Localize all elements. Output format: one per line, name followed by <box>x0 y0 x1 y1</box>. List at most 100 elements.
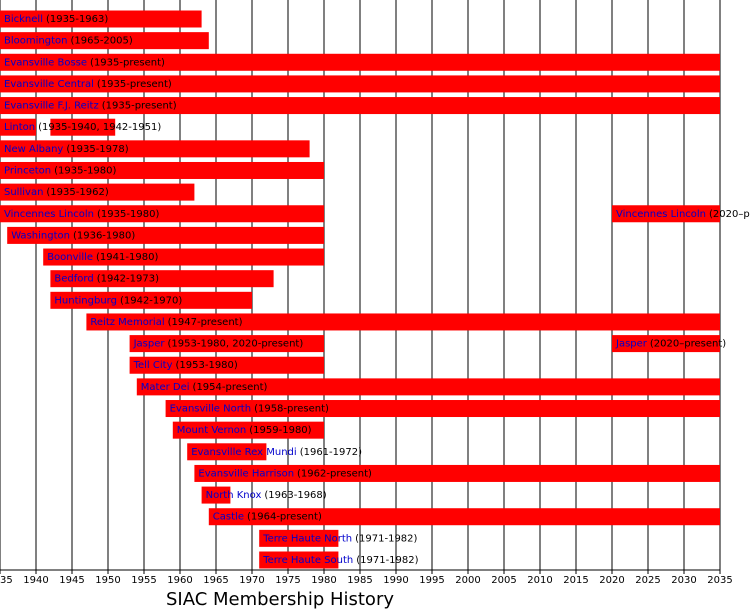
membership-bar <box>259 551 339 569</box>
bar-label: Tell City (1953-1980) <box>133 360 238 371</box>
school-name: Jasper <box>133 339 166 350</box>
membership-bar <box>208 508 721 526</box>
membership-years: (1935-1978) <box>66 144 128 155</box>
x-tick-label: 1955 <box>131 575 156 586</box>
school-name: Bicknell <box>4 14 43 25</box>
membership-years: (1965-2005) <box>70 36 132 47</box>
school-name: Evansville Bosse <box>4 57 87 68</box>
school-name: Evansville Harrison <box>198 468 294 479</box>
x-tick-label: 1990 <box>383 575 408 586</box>
school-name: Castle <box>213 512 244 523</box>
membership-years: (1947-present) <box>168 317 243 328</box>
x-tick-label: 2005 <box>491 575 516 586</box>
school-name: Mount Vernon <box>177 425 246 436</box>
membership-years: (1971-1982) <box>356 555 418 566</box>
membership-bar <box>0 140 310 158</box>
bar-label: Huntingburg (1942-1970) <box>54 295 182 306</box>
membership-years: (1958-present) <box>254 404 329 415</box>
bar-label: Jasper (2020–present) <box>615 339 726 350</box>
membership-bar <box>136 378 721 396</box>
school-name: Terre Haute North <box>262 533 352 544</box>
membership-bar <box>129 335 324 353</box>
school-name: Linton <box>4 122 35 133</box>
school-name: Washington <box>11 230 70 241</box>
school-name: Jasper <box>615 339 648 350</box>
membership-years: (1963-1968) <box>264 490 326 501</box>
school-name: Vincennes Lincoln <box>4 209 94 220</box>
membership-years: (1953-1980) <box>176 360 238 371</box>
school-name: Terre Haute South <box>262 555 353 566</box>
membership-bar <box>259 529 339 547</box>
x-tick-label: 1995 <box>419 575 444 586</box>
membership-bar <box>0 97 720 115</box>
bar-label: Bicknell (1935-1963) <box>4 14 108 25</box>
membership-bar <box>129 356 324 374</box>
x-tick-label: 1975 <box>275 575 300 586</box>
x-tick-label: 1935 <box>0 575 13 586</box>
school-name: Reitz Memorial <box>90 317 164 328</box>
membership-years: (1935-1963) <box>46 14 108 25</box>
membership-years: (1959-1980) <box>249 425 311 436</box>
membership-bar <box>0 161 324 179</box>
bar-label: Linton (1935-1940, 1942-1951) <box>4 122 161 133</box>
bar-label: Jasper (1953-1980, 2020-present) <box>133 339 304 350</box>
membership-bar <box>612 335 720 353</box>
bar-label: Evansville Central (1935-present) <box>4 79 172 90</box>
x-tick-label: 2035 <box>707 575 732 586</box>
bar-label: Evansville F.J. Reitz (1935-present) <box>4 101 177 112</box>
membership-bar <box>50 291 253 309</box>
bar-label: Castle (1964-present) <box>213 512 322 523</box>
school-name: Princeton <box>4 165 51 176</box>
school-name: Bloomington <box>4 36 67 47</box>
membership-bar <box>172 421 324 439</box>
membership-years: (1962-present) <box>297 468 372 479</box>
membership-bar <box>0 205 324 223</box>
school-name: Huntingburg <box>54 295 117 306</box>
x-tick-label: 1940 <box>23 575 48 586</box>
x-tick-label: 1950 <box>95 575 120 586</box>
x-tick-label: 2025 <box>635 575 660 586</box>
bar-label: Evansville Harrison (1962-present) <box>198 468 372 479</box>
membership-bar <box>0 183 195 201</box>
membership-bar <box>612 205 720 223</box>
bars <box>0 10 721 569</box>
membership-bar <box>165 400 721 418</box>
bar-label: Bedford (1942-1973) <box>54 274 159 285</box>
bar-label: Mount Vernon (1959-1980) <box>177 425 312 436</box>
membership-bar <box>7 226 324 244</box>
bar-label: New Albany (1935-1978) <box>4 144 129 155</box>
bar-label: Vincennes Lincoln(2020–present) <box>616 209 750 220</box>
membership-years: (1935-present) <box>90 57 165 68</box>
bar-label: Terre Haute South (1971-1982) <box>262 555 418 566</box>
x-tick-label: 2010 <box>527 575 552 586</box>
x-tick-label: 2000 <box>455 575 480 586</box>
bar-label: Mater Dei (1954-present) <box>141 382 268 393</box>
school-name: Bedford <box>54 274 93 285</box>
membership-bar <box>86 313 720 331</box>
bar-label: Bloomington (1965-2005) <box>4 36 133 47</box>
school-name: Vincennes Lincoln <box>616 209 706 220</box>
chart-title: SIAC Membership History <box>166 589 394 610</box>
membership-years: (1935-present) <box>97 79 172 90</box>
x-tick-label: 1945 <box>59 575 84 586</box>
membership-years: (1942-1970) <box>120 295 182 306</box>
membership-bar <box>0 118 36 136</box>
school-name: Evansville Rex Mundi <box>191 447 297 458</box>
membership-years: (1935-present) <box>102 101 177 112</box>
membership-years: (1964-present) <box>247 512 322 523</box>
membership-bar <box>194 464 720 482</box>
membership-years: (1961-1972) <box>300 447 362 458</box>
school-name: Tell City <box>133 360 173 371</box>
school-name: North Knox <box>206 490 262 501</box>
bar-label: North Knox (1963-1968) <box>206 490 327 501</box>
membership-years: (2020–present) <box>650 339 726 350</box>
membership-bar <box>50 270 274 288</box>
bar-label: Washington (1936-1980) <box>11 230 135 241</box>
bar-label: Boonville (1941-1980) <box>47 252 158 263</box>
membership-years: (1942-1973) <box>97 274 159 285</box>
membership-bar <box>0 75 720 93</box>
x-tick-label: 1980 <box>311 575 336 586</box>
bar-label: Reitz Memorial (1947-present) <box>90 317 242 328</box>
school-name: Evansville North <box>170 404 251 415</box>
school-name: New Albany <box>4 144 63 155</box>
